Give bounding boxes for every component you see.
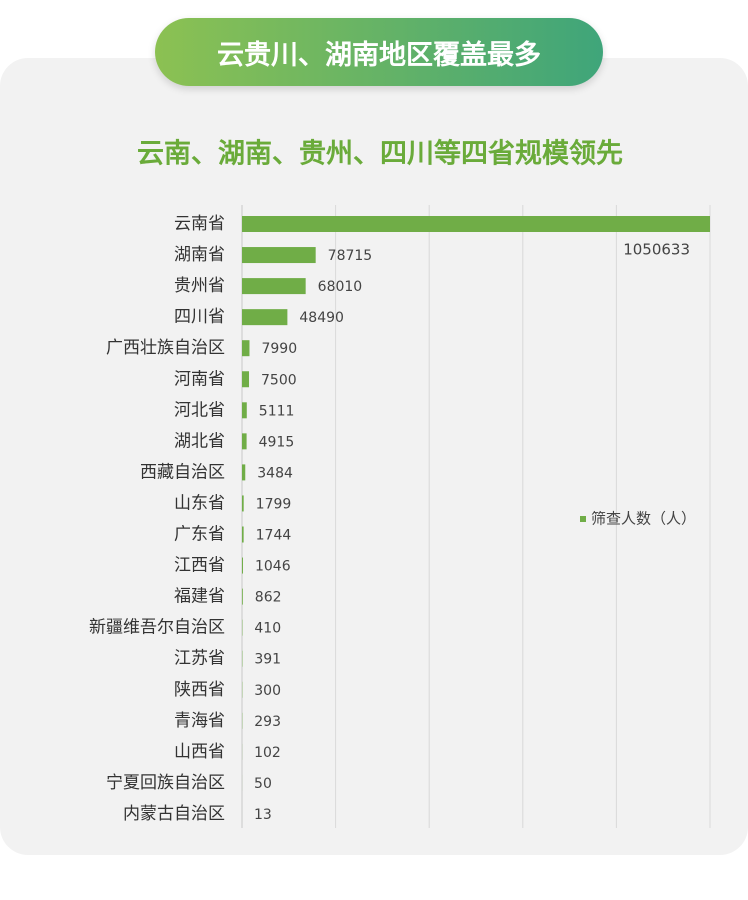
y-tick-label: 广西壮族自治区 — [106, 338, 225, 358]
value-label: 1046 — [255, 559, 291, 575]
bar — [242, 278, 306, 295]
value-label: 13 — [254, 807, 272, 823]
bar — [242, 588, 243, 605]
value-label: 1744 — [256, 528, 292, 544]
bar — [242, 557, 243, 574]
value-label: 102 — [254, 745, 281, 761]
value-label: 300 — [254, 683, 281, 699]
value-label: 293 — [254, 714, 281, 730]
y-tick-label: 青海省 — [174, 711, 225, 731]
bar — [242, 371, 250, 388]
y-tick-label: 江苏省 — [174, 649, 225, 669]
bar — [242, 464, 246, 481]
y-tick-label: 西藏自治区 — [140, 462, 225, 482]
legend-label: 筛查人数（人） — [591, 510, 696, 528]
y-tick-label: 湖北省 — [174, 431, 225, 451]
y-tick-label: 湖南省 — [174, 245, 225, 265]
value-label: 4915 — [259, 434, 295, 450]
value-label: 7990 — [261, 341, 297, 357]
bar — [242, 247, 316, 264]
value-label: 862 — [255, 590, 282, 606]
y-tick-label: 云南省 — [174, 214, 225, 234]
bar — [242, 526, 244, 543]
y-tick-label: 山西省 — [174, 742, 225, 762]
value-label: 68010 — [318, 279, 363, 295]
y-tick-label: 河北省 — [174, 400, 225, 420]
value-label: 78715 — [328, 248, 373, 264]
y-tick-label: 内蒙古自治区 — [123, 804, 225, 824]
plot-area — [242, 216, 710, 822]
value-label: 50 — [254, 776, 272, 792]
bar — [242, 402, 247, 419]
value-label: 48490 — [299, 310, 344, 326]
y-tick-label: 河南省 — [174, 369, 225, 389]
legend-swatch — [580, 516, 586, 522]
value-label: 1799 — [256, 496, 292, 512]
y-tick-label: 四川省 — [174, 307, 225, 327]
bar — [242, 433, 247, 450]
y-tick-label: 福建省 — [174, 587, 225, 607]
value-label: 410 — [254, 621, 281, 637]
bar — [242, 340, 250, 357]
chart-title: 云南、湖南、贵州、四川等四省规模领先 — [137, 138, 623, 170]
value-label: 5111 — [259, 403, 295, 419]
value-label: 3484 — [257, 465, 293, 481]
y-tick-label: 陕西省 — [174, 680, 225, 700]
y-tick-label: 广东省 — [174, 525, 225, 545]
value-label: 391 — [254, 652, 281, 668]
y-tick-label: 江西省 — [174, 556, 225, 576]
value-label: 1050633 — [623, 241, 690, 259]
y-tick-label: 贵州省 — [174, 276, 225, 296]
y-tick-label: 新疆维吾尔自治区 — [89, 618, 225, 638]
bar — [242, 216, 710, 232]
card — [0, 58, 748, 855]
bar — [242, 495, 244, 512]
banner: 云贵川、湖南地区覆盖最多 — [155, 18, 603, 86]
y-tick-label: 宁夏回族自治区 — [106, 773, 225, 793]
value-label: 7500 — [261, 372, 297, 388]
bar — [242, 309, 288, 326]
y-tick-label: 山东省 — [174, 493, 225, 513]
